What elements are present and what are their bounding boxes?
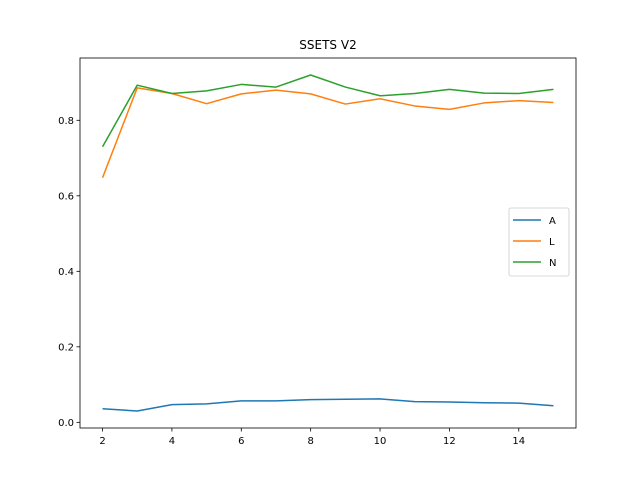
series-line-l [101, 87, 554, 178]
x-tick-label: 4 [169, 436, 175, 447]
legend-label-n: N [549, 258, 556, 269]
x-tick-label: 12 [443, 436, 456, 447]
legend: ALN [508, 207, 570, 277]
y-tick-label: 0.8 [58, 116, 74, 127]
plot-frame [79, 57, 577, 429]
y-tick-label: 0.6 [58, 191, 74, 202]
legend-label-a: A [549, 216, 556, 227]
y-tick-label: 0.0 [58, 418, 74, 429]
legend-box [508, 207, 570, 277]
x-tick-label: 14 [512, 436, 525, 447]
series-line-n [101, 74, 554, 148]
series-line-a [102, 398, 554, 412]
series-layer [101, 74, 554, 412]
x-tick-label: 10 [374, 436, 387, 447]
y-axis: 0.0 0.2 0.4 0.6 0.8 [58, 116, 80, 429]
x-tick-label: 6 [238, 436, 244, 447]
y-tick-label: 0.4 [58, 267, 74, 278]
x-tick-label: 8 [307, 436, 313, 447]
y-tick-label: 0.2 [58, 342, 74, 353]
x-tick-label: 2 [99, 436, 105, 447]
x-axis: 2 4 6 8 10 12 14 [99, 428, 525, 447]
chart-title: SSETS V2 [299, 38, 356, 52]
legend-label-l: L [549, 237, 555, 248]
